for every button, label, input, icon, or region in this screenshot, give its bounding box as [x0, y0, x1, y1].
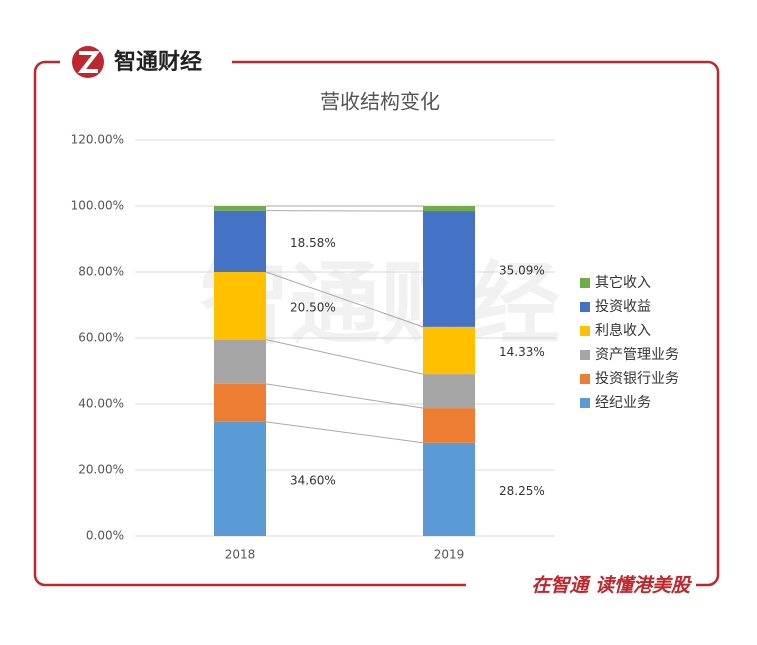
legend-label: 投资银行业务 — [595, 371, 679, 387]
y-tick-label: 100.00% — [71, 199, 124, 213]
bar-segment — [214, 272, 266, 340]
bar-segment — [214, 206, 266, 211]
value-label: 34.60% — [290, 473, 336, 487]
bar-segment — [423, 327, 475, 374]
bar-segment — [423, 206, 475, 211]
series-line — [266, 422, 423, 443]
bar-segment — [214, 384, 266, 422]
legend-label: 利息收入 — [595, 322, 651, 339]
legend-label: 其它收入 — [595, 274, 651, 291]
x-tick-label: 2019 — [434, 548, 465, 562]
legend-label: 投资收益 — [595, 299, 651, 315]
y-tick-label: 80.00% — [78, 265, 124, 279]
chart-title: 营收结构变化 — [320, 90, 440, 114]
bar-segment — [423, 443, 475, 536]
value-label: 18.58% — [290, 236, 336, 250]
value-label: 14.33% — [499, 345, 545, 359]
value-label: 35.09% — [499, 263, 545, 277]
slogan: 在智通 读懂港美股 — [531, 575, 692, 597]
y-tick-label: 40.00% — [78, 397, 124, 411]
legend-swatch — [580, 398, 590, 408]
bar-segment — [214, 340, 266, 384]
bar-segment — [423, 211, 475, 327]
bar-segment — [423, 374, 475, 408]
legend-label: 资产管理业务 — [595, 347, 679, 363]
y-tick-label: 20.00% — [78, 463, 124, 477]
brand: 智通财经 — [114, 49, 202, 75]
bar-segment — [214, 211, 266, 272]
x-tick-label: 2018 — [225, 548, 256, 562]
value-label: 28.25% — [499, 484, 545, 498]
legend-label: 经纪业务 — [595, 395, 651, 411]
legend-swatch — [580, 326, 590, 336]
value-label: 20.50% — [290, 300, 336, 314]
legend-swatch — [580, 374, 590, 384]
y-tick-label: 0.00% — [86, 529, 124, 543]
y-tick-label: 60.00% — [78, 331, 124, 345]
legend-swatch — [580, 350, 590, 360]
legend-swatch — [580, 302, 590, 312]
bar-segment — [214, 422, 266, 536]
y-tick-label: 120.00% — [71, 133, 124, 147]
bar-segment — [423, 408, 475, 443]
legend-swatch — [580, 278, 590, 288]
